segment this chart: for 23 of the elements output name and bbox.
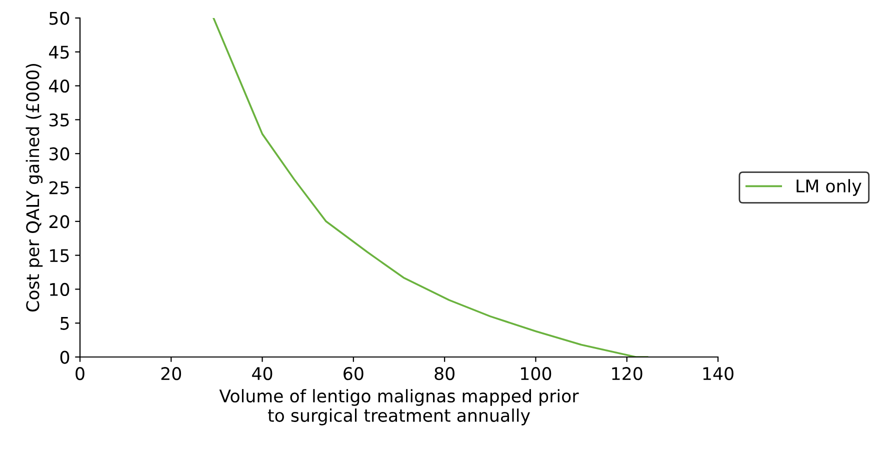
legend-label: LM only bbox=[796, 179, 862, 196]
x-tick-label: 40 bbox=[252, 367, 272, 380]
y-tick-label: 15 bbox=[50, 249, 69, 262]
x-axis-title: Volume of lentigo malignas mapped prior to surgical treatment annually bbox=[219, 389, 579, 426]
y-tick-label: 20 bbox=[49, 215, 70, 228]
x-tick-label: 60 bbox=[344, 367, 364, 380]
y-axis-title: Cost per QALY gained (£000) bbox=[26, 64, 43, 312]
y-tick-label: 40 bbox=[49, 80, 70, 93]
x-tick-label: 140 bbox=[703, 367, 734, 380]
y-tick-label: 35 bbox=[50, 113, 69, 127]
y-tick-label: 0 bbox=[60, 350, 70, 364]
y-tick-label: 25 bbox=[49, 181, 69, 194]
line-series bbox=[212, 18, 648, 357]
y-tick-label: 50 bbox=[50, 12, 70, 25]
x-tick-label: 80 bbox=[434, 367, 454, 380]
x-tick-label: 20 bbox=[161, 367, 182, 380]
x-tick-label: 100 bbox=[521, 367, 552, 380]
y-tick-label: 10 bbox=[50, 282, 70, 296]
x-tick-label: 0 bbox=[76, 367, 84, 380]
x-tick-label: 120 bbox=[612, 367, 642, 380]
y-tick-label: 5 bbox=[60, 317, 69, 330]
y-tick-label: 30 bbox=[50, 147, 70, 160]
y-tick-label: 45 bbox=[49, 46, 69, 59]
